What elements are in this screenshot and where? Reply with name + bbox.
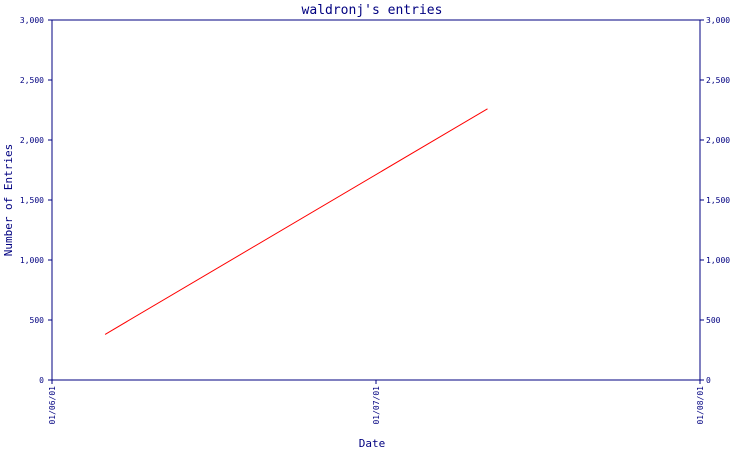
y-tick-label-left: 1,500 (20, 196, 44, 205)
y-axis-left: 0 500 1,000 1,500 2,000 2,500 3,000 (20, 16, 52, 385)
y-tick-label-right: 500 (706, 316, 721, 325)
x-axis-title: Date (359, 437, 386, 450)
y-tick-label-left: 0 (39, 376, 44, 385)
series-layer (104, 108, 488, 335)
x-tick-label: 01/08/01 (696, 386, 705, 425)
y-tick-label-right: 0 (706, 376, 711, 385)
x-tick-label: 01/07/01 (372, 386, 381, 425)
series-line (104, 108, 488, 335)
x-axis: 01/06/01 01/07/01 01/08/01 (48, 380, 705, 425)
y-tick-label-left: 3,000 (20, 16, 44, 25)
y-tick-label-right: 3,000 (706, 16, 730, 25)
y-tick-label-left: 1,000 (20, 256, 44, 265)
y-axis-title: Number of Entries (2, 144, 15, 257)
y-axis-right: 0 500 1,000 1,500 2,000 2,500 3,000 (700, 16, 730, 385)
y-tick-label-right: 1,500 (706, 196, 730, 205)
y-tick-label-left: 2,000 (20, 136, 44, 145)
y-tick-label-left: 2,500 (20, 76, 44, 85)
x-tick-label: 01/06/01 (48, 386, 57, 425)
y-tick-label-right: 1,000 (706, 256, 730, 265)
y-tick-label-right: 2,000 (706, 136, 730, 145)
y-tick-label-left: 500 (30, 316, 45, 325)
y-tick-label-right: 2,500 (706, 76, 730, 85)
chart-title: waldronj's entries (302, 3, 443, 18)
plot-frame (51, 19, 701, 381)
